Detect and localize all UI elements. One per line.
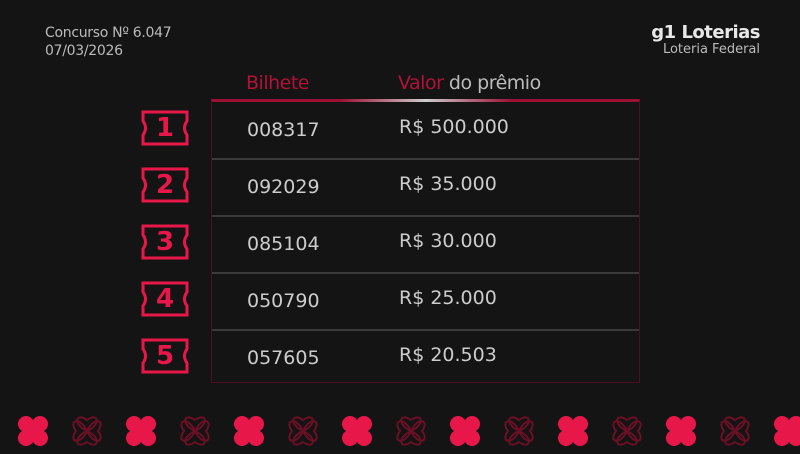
clover-icon (662, 412, 700, 450)
table-row: 008317 R$ 500.000 (212, 101, 639, 160)
clover-icon (392, 412, 430, 450)
clover-icon (446, 412, 484, 450)
brand-title: g1 Loterias (651, 22, 760, 43)
ticket-number: 008317 (247, 119, 320, 141)
prize-header-rest: do prêmio (443, 72, 541, 94)
brand-subtitle: Loteria Federal (662, 42, 760, 57)
table-row: 092029 R$ 35.000 (212, 158, 639, 217)
prize-header: Valor do prêmio (398, 72, 541, 94)
clover-icon (608, 412, 646, 450)
rank-number: 5 (155, 341, 175, 371)
prize-value: R$ 20.503 (399, 344, 497, 366)
prize-value: R$ 30.000 (399, 230, 497, 252)
clover-icon (770, 412, 800, 450)
ticket-number: 050790 (247, 290, 320, 312)
ticket-badge-icon: 1 (140, 109, 190, 147)
contest-number: Concurso Nº 6.047 (45, 25, 172, 41)
ticket-number: 057605 (247, 347, 320, 369)
clover-icon (230, 412, 268, 450)
ticket-number: 085104 (247, 233, 320, 255)
rank-number: 2 (155, 170, 175, 200)
prize-header-accent: Valor (398, 72, 444, 94)
clover-icon (68, 412, 106, 450)
ticket-header: Bilhete (246, 72, 309, 94)
ticket-badge-icon: 4 (140, 280, 190, 318)
rank-number: 3 (155, 227, 175, 257)
ticket-badge-icon: 2 (140, 166, 190, 204)
table-row: 050790 R$ 25.000 (212, 272, 639, 331)
table-row: 057605 R$ 20.503 (212, 329, 639, 386)
clover-icon (500, 412, 538, 450)
contest-info: Concurso Nº 6.047 07/03/2026 (45, 24, 172, 60)
clover-icon (338, 412, 376, 450)
contest-date: 07/03/2026 (45, 43, 123, 59)
brand-logo: g1 Loterias Loteria Federal (651, 22, 760, 57)
ticket-badge-icon: 3 (140, 223, 190, 261)
prize-value: R$ 500.000 (399, 116, 509, 138)
ticket-number: 092029 (247, 176, 320, 198)
clover-icon (554, 412, 592, 450)
prize-value: R$ 25.000 (399, 287, 497, 309)
ticket-badge-icon: 5 (140, 337, 190, 375)
results-table: 008317 R$ 500.000 092029 R$ 35.000 085104 R$ … (211, 99, 640, 383)
clover-icon (122, 412, 160, 450)
clover-icon (176, 412, 214, 450)
clover-icon (284, 412, 322, 450)
prize-value: R$ 35.000 (399, 173, 497, 195)
rank-number: 1 (155, 113, 175, 143)
clover-icon (14, 412, 52, 450)
table-row: 085104 R$ 30.000 (212, 215, 639, 274)
clover-icon (716, 412, 754, 450)
rank-number: 4 (155, 284, 175, 314)
